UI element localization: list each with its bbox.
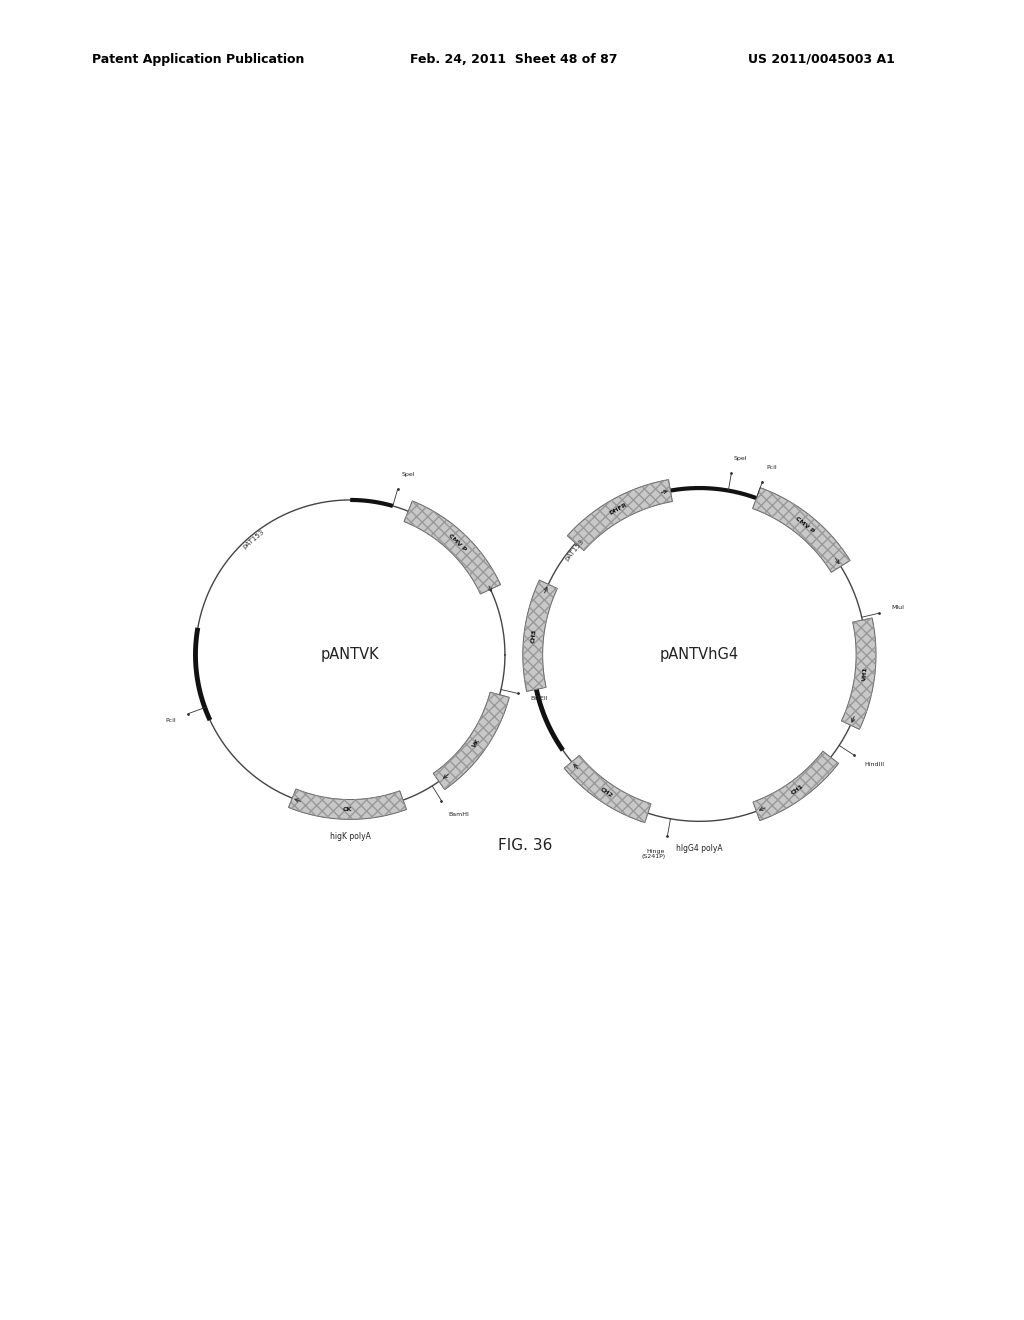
- Text: VH1: VH1: [861, 667, 868, 681]
- Text: HindIII: HindIII: [864, 762, 885, 767]
- Polygon shape: [842, 618, 876, 730]
- Polygon shape: [433, 692, 509, 789]
- Polygon shape: [289, 789, 407, 820]
- Text: hIgG4 polyA: hIgG4 polyA: [676, 843, 723, 853]
- Text: US 2011/0045003 A1: US 2011/0045003 A1: [748, 53, 894, 66]
- Polygon shape: [753, 487, 850, 573]
- Text: pAT153: pAT153: [564, 539, 586, 562]
- Text: Feb. 24, 2011  Sheet 48 of 87: Feb. 24, 2011 Sheet 48 of 87: [410, 53, 617, 66]
- Text: FIG. 36: FIG. 36: [498, 838, 552, 853]
- Text: MluI: MluI: [891, 606, 904, 610]
- Text: pANTVhG4: pANTVhG4: [659, 647, 739, 663]
- Text: DHFR: DHFR: [609, 502, 629, 516]
- Text: higK polyA: higK polyA: [330, 832, 371, 841]
- Polygon shape: [753, 751, 839, 821]
- Text: CH1: CH1: [791, 783, 805, 796]
- Polygon shape: [523, 579, 557, 692]
- Text: SpeI: SpeI: [733, 455, 748, 461]
- Polygon shape: [564, 755, 651, 822]
- Text: PciI: PciI: [166, 718, 176, 723]
- Text: BamHI: BamHI: [449, 812, 469, 817]
- Text: Patent Application Publication: Patent Application Publication: [92, 53, 304, 66]
- Text: PciI: PciI: [767, 465, 777, 470]
- Text: CMV P: CMV P: [446, 533, 467, 552]
- Text: CH2: CH2: [599, 787, 613, 799]
- Text: CK: CK: [343, 807, 352, 812]
- Polygon shape: [404, 500, 501, 594]
- Text: Hinge
(S241P): Hinge (S241P): [641, 849, 666, 859]
- Text: pAT153: pAT153: [242, 528, 265, 550]
- Polygon shape: [567, 479, 673, 550]
- Text: CMV P: CMV P: [794, 516, 814, 535]
- Text: BstEII: BstEII: [530, 696, 548, 701]
- Text: VK: VK: [472, 738, 482, 748]
- Text: SpeI: SpeI: [401, 473, 415, 477]
- Text: pANTVK: pANTVK: [321, 647, 380, 663]
- Text: CH3: CH3: [530, 628, 538, 643]
